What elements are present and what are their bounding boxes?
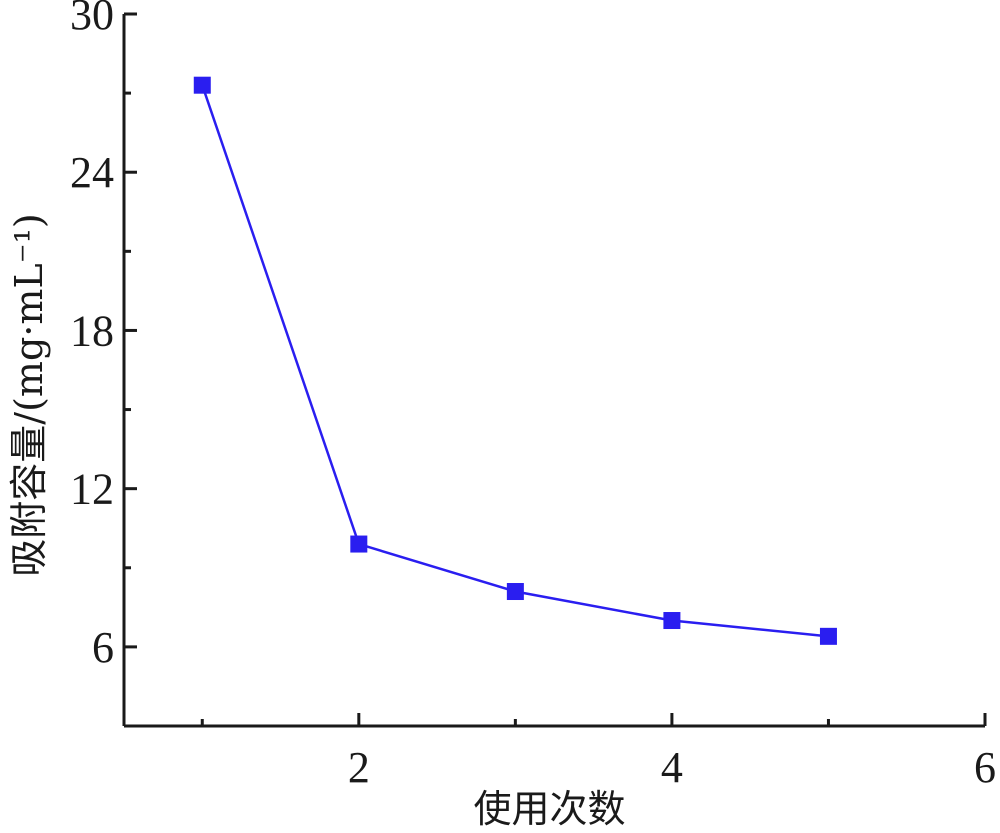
data-point-marker (350, 535, 368, 553)
x-tick-label: 6 (974, 743, 996, 792)
series-layer (193, 76, 837, 645)
x-tick-label: 4 (661, 743, 683, 792)
data-point-marker (819, 627, 837, 645)
y-tick-label: 30 (70, 0, 114, 39)
y-tick-label: 18 (70, 306, 114, 355)
data-point-marker (506, 583, 524, 601)
y-axis-title: 吸附容量/(mg·mL⁻¹) (7, 213, 51, 576)
data-point-marker (193, 76, 211, 94)
x-axis-title: 使用次数 (473, 787, 625, 831)
y-tick-label: 6 (92, 623, 114, 672)
y-tick-label: 24 (70, 148, 114, 197)
data-point-marker (663, 612, 681, 630)
y-tick-label: 12 (70, 465, 114, 514)
series-line (201, 84, 829, 638)
axes (122, 14, 985, 728)
x-tick-label: 2 (348, 743, 370, 792)
ticks (124, 12, 987, 726)
